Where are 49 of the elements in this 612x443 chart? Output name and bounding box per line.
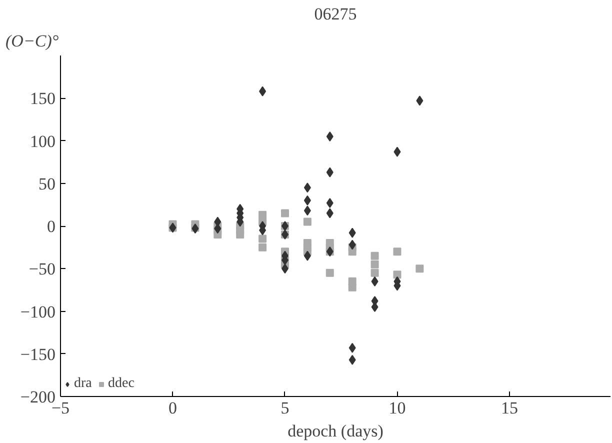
point [281,264,288,274]
legend-label: ddec [108,376,134,392]
point [304,195,311,206]
y-tick-label: −150 [20,344,56,364]
point [259,86,266,96]
point [348,228,356,238]
point [348,240,356,250]
point [304,182,311,193]
point [280,209,289,218]
point [371,276,378,286]
point [214,224,222,234]
legend-label: dra [74,376,93,392]
y-tick-label: −100 [20,302,56,322]
point [348,342,356,353]
point [393,248,402,256]
point [416,96,424,106]
y-axis-title: (O−C)° [6,32,59,50]
y-tick-label: 0 [47,217,56,236]
chart-title: 06275 [314,4,357,24]
point [326,268,334,277]
point [236,230,244,239]
point [370,252,379,260]
y-tick-label: 150 [30,89,56,108]
x-axis-title: depoch (days) [288,422,384,440]
y-tick-label: −50 [28,260,56,279]
point [304,206,311,216]
x-tick-label: 0 [168,398,177,418]
point [326,208,334,218]
point [393,270,402,279]
point [326,167,334,178]
point [258,243,267,252]
point [348,248,356,256]
y-tick-label: 100 [30,132,56,151]
point [326,131,334,142]
point [370,260,379,268]
point [326,198,334,208]
x-tick-label: 15 [500,398,518,418]
point [416,264,424,273]
point [348,283,356,292]
y-tick-label: 50 [38,174,56,194]
point [348,354,356,365]
point [303,218,312,226]
x-tick-label: 5 [280,398,290,418]
point [258,234,267,243]
point [370,268,379,277]
point [394,146,401,157]
x-tick-label: 10 [388,398,406,418]
y-tick-label: −200 [20,388,56,406]
point [304,250,311,261]
